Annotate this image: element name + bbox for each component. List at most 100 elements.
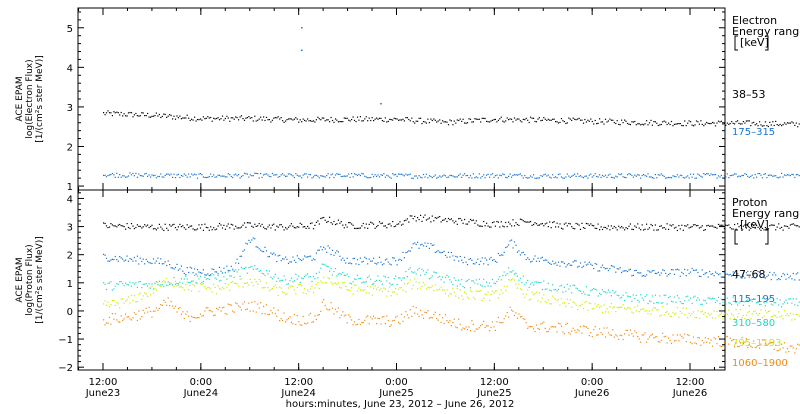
data-point xyxy=(575,287,577,289)
data-point xyxy=(487,225,489,227)
data-point xyxy=(729,227,731,229)
data-point xyxy=(260,172,262,175)
data-point xyxy=(597,295,599,297)
data-point xyxy=(127,175,130,177)
data-point xyxy=(458,318,460,320)
data-point xyxy=(408,268,410,270)
data-point xyxy=(650,223,652,226)
data-point xyxy=(399,277,401,279)
data-point xyxy=(612,265,614,267)
data-point xyxy=(590,173,592,175)
data-point xyxy=(607,225,609,227)
data-point xyxy=(737,176,739,178)
data-point xyxy=(245,117,247,119)
data-point xyxy=(538,177,540,179)
data-point xyxy=(449,174,451,177)
data-point xyxy=(309,174,312,176)
data-point xyxy=(194,274,196,276)
data-point xyxy=(634,330,636,332)
data-point xyxy=(390,177,392,179)
data-point xyxy=(512,278,514,280)
data-point xyxy=(522,251,524,253)
data-point xyxy=(302,118,304,120)
data-point xyxy=(776,176,778,179)
data-point xyxy=(541,119,543,121)
data-point xyxy=(436,272,438,274)
data-point xyxy=(204,276,206,278)
data-point xyxy=(261,287,263,289)
data-point xyxy=(309,222,312,225)
data-point xyxy=(333,270,335,273)
data-point xyxy=(307,289,309,291)
data-point xyxy=(767,343,769,345)
data-point xyxy=(160,285,162,288)
data-point xyxy=(280,224,282,226)
data-point xyxy=(334,174,337,176)
data-point xyxy=(151,174,153,176)
data-point xyxy=(312,228,315,230)
data-point xyxy=(425,288,427,290)
plot-area xyxy=(103,26,800,179)
data-point xyxy=(626,307,629,309)
data-point xyxy=(472,219,474,221)
data-point xyxy=(393,174,395,176)
data-point xyxy=(356,259,359,261)
data-point xyxy=(116,283,118,285)
data-point xyxy=(700,303,702,305)
data-point xyxy=(537,177,539,179)
data-point xyxy=(113,299,115,302)
data-point xyxy=(603,123,605,125)
data-point xyxy=(430,118,432,120)
data-point xyxy=(430,221,432,223)
data-point xyxy=(662,121,664,123)
data-point xyxy=(251,301,253,303)
data-point xyxy=(167,284,169,287)
data-point xyxy=(767,174,769,177)
data-point xyxy=(786,225,789,228)
data-point xyxy=(221,115,224,117)
data-point xyxy=(663,270,665,272)
data-point xyxy=(673,296,676,298)
data-point xyxy=(549,328,551,330)
data-point xyxy=(757,314,759,316)
data-point xyxy=(142,258,144,260)
data-point xyxy=(547,226,549,228)
data-point xyxy=(619,297,621,299)
data-point xyxy=(700,344,702,346)
data-point xyxy=(273,252,275,254)
data-point xyxy=(748,310,750,312)
data-point xyxy=(719,176,721,178)
data-point xyxy=(719,314,721,316)
data-point xyxy=(330,222,332,224)
data-point xyxy=(258,223,260,225)
data-point xyxy=(280,117,282,119)
data-point xyxy=(400,224,403,226)
data-point xyxy=(111,289,113,291)
data-point xyxy=(224,176,226,178)
data-point xyxy=(628,334,630,336)
data-point xyxy=(132,172,134,174)
data-point xyxy=(741,174,743,176)
data-point xyxy=(245,309,247,311)
legend-entry: 795–1193 xyxy=(732,338,782,349)
data-point xyxy=(628,307,630,309)
data-point xyxy=(484,117,486,120)
x-tick-date: June26 xyxy=(672,388,708,399)
data-point xyxy=(588,294,590,296)
data-point xyxy=(179,115,181,117)
data-point xyxy=(301,285,303,287)
data-point xyxy=(204,310,206,312)
data-point xyxy=(400,259,403,261)
data-point xyxy=(398,277,400,279)
data-point xyxy=(120,281,122,283)
data-point xyxy=(584,325,586,327)
data-point xyxy=(559,265,561,267)
data-point xyxy=(455,176,457,178)
data-point xyxy=(782,124,784,126)
data-point xyxy=(169,174,171,176)
data-point xyxy=(632,228,634,231)
data-point xyxy=(365,258,367,260)
data-point xyxy=(568,288,570,290)
data-point xyxy=(653,121,655,123)
data-point xyxy=(374,227,376,229)
